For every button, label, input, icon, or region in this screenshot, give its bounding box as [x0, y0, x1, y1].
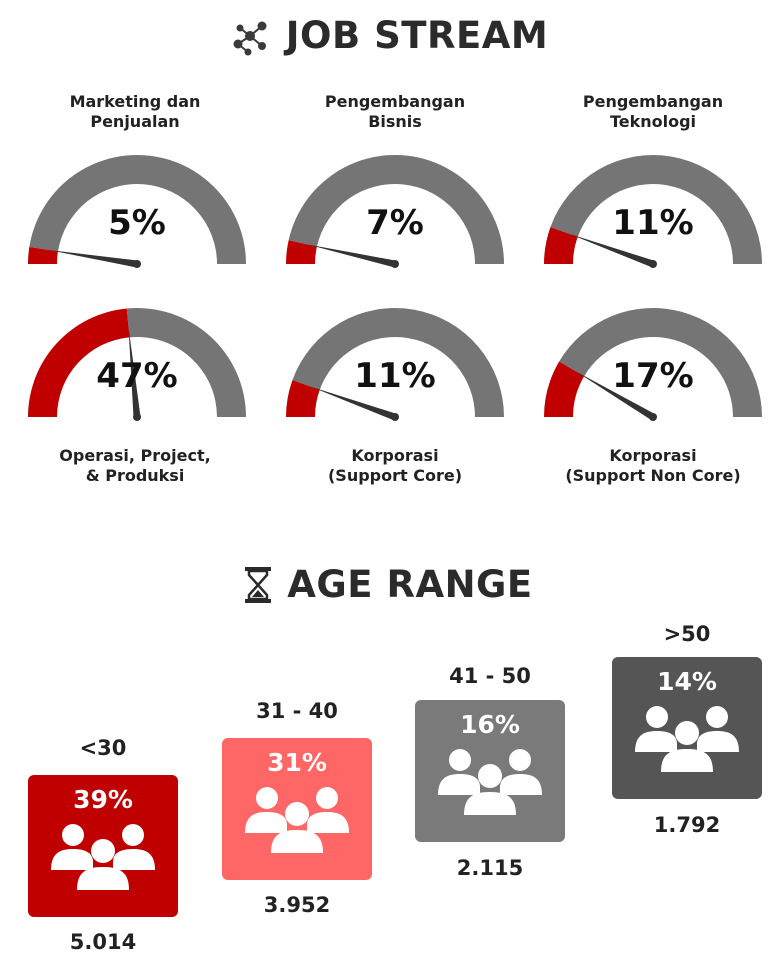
gauge-label-line: Teknologi: [609, 112, 697, 131]
gauge-value: 47%: [96, 356, 177, 396]
gauge-needle-hub: [649, 260, 657, 268]
gauge-needle-hub: [133, 413, 141, 421]
gauge-needle: [307, 244, 396, 268]
gauge-label-line: Pengembangan: [582, 92, 724, 111]
gauge-label-line: Operasi, Project,: [59, 446, 211, 465]
gauge-label-bisnis: Pengembangan Bisnis: [280, 92, 510, 132]
age-group-box: 16%: [415, 700, 565, 842]
gauge-label-line: Korporasi: [351, 446, 439, 465]
gauge-label-line: (Support Core): [327, 466, 463, 485]
gauge-needle: [575, 371, 655, 421]
age-range-heading: AGE RANGE: [287, 563, 533, 606]
gauge-fill: [28, 308, 130, 417]
age-percent: 14%: [657, 667, 717, 696]
people-group-icon: [635, 706, 739, 772]
gauge-label-support-non-core: Korporasi (Support Non Core): [538, 446, 768, 486]
gauge-track: [559, 308, 762, 417]
job-stream-heading: JOB STREAM: [285, 14, 549, 57]
gauge-value: 17%: [612, 356, 693, 396]
gauge-marketing: 5%: [28, 155, 247, 268]
hourglass-icon: [245, 566, 272, 603]
gauge-label-teknologi: Pengembangan Teknologi: [538, 92, 768, 132]
people-group-icon: [51, 824, 155, 890]
gauge-label-line: & Produksi: [85, 466, 185, 485]
age-label: 31 - 40: [256, 699, 338, 723]
gauge-bisnis: 7%: [286, 155, 504, 268]
age-group-box: 14%: [612, 657, 762, 799]
gauge-track: [29, 155, 247, 264]
gauge-fill: [544, 361, 585, 417]
age-count: 2.115: [456, 856, 524, 880]
age-group-box: 39%: [28, 775, 178, 917]
gauge-track: [288, 155, 504, 264]
age-percent: 39%: [73, 785, 133, 814]
gauge-track: [126, 308, 246, 417]
gauge-needle: [310, 386, 397, 421]
people-group-icon: [438, 749, 542, 815]
age-count: 5.014: [69, 930, 137, 954]
age-percent: 31%: [267, 748, 327, 777]
gauge-needle-hub: [649, 413, 657, 421]
age-label: <30: [79, 736, 127, 760]
people-group-icon: [245, 787, 349, 853]
gauge-label-line: Marketing dan: [69, 92, 201, 111]
gauge-fill: [286, 380, 320, 417]
gauge-operasi: 47%: [28, 308, 246, 421]
age-label: >50: [663, 622, 711, 646]
gauge-needle: [128, 327, 141, 418]
gauge-needle-hub: [391, 260, 399, 268]
gauge-support-non-core: 17%: [544, 308, 762, 421]
age-label: 41 - 50: [449, 664, 531, 688]
gauge-label-line: Bisnis: [368, 112, 422, 131]
gauge-value: 11%: [354, 356, 435, 396]
network-people-icon: [233, 21, 267, 55]
age-count: 1.792: [653, 813, 721, 837]
job-stream-title: JOB STREAM: [0, 14, 776, 57]
gauge-fill: [28, 246, 58, 264]
age-percent: 16%: [460, 710, 520, 739]
gauge-label-line: Pengembangan: [324, 92, 466, 111]
age-group-box: 31%: [222, 738, 372, 880]
gauge-value: 7%: [366, 203, 424, 243]
gauge-label-operasi: Operasi, Project, & Produksi: [20, 446, 250, 486]
gauge-label-line: (Support Non Core): [565, 466, 741, 485]
gauge-needle: [568, 233, 655, 268]
gauge-value: 5%: [108, 203, 166, 243]
gauge-label-line: Penjualan: [90, 112, 180, 131]
age-count: 3.952: [263, 893, 331, 917]
gauge-label-support-core: Korporasi (Support Core): [280, 446, 510, 486]
age-range-title: AGE RANGE: [0, 563, 776, 606]
gauge-needle-hub: [133, 260, 141, 268]
gauge-teknologi: 11%: [544, 155, 762, 268]
gauge-fill: [286, 240, 317, 264]
gauge-fill: [544, 227, 578, 264]
gauge-label-line: Korporasi: [609, 446, 697, 465]
gauge-value: 11%: [612, 203, 693, 243]
gauge-support-core: 11%: [286, 308, 504, 421]
gauge-needle-hub: [391, 413, 399, 421]
gauge-label-marketing: Marketing dan Penjualan: [20, 92, 250, 132]
gauge-needle: [48, 249, 138, 268]
gauge-track: [292, 308, 504, 417]
gauge-track: [550, 155, 762, 264]
